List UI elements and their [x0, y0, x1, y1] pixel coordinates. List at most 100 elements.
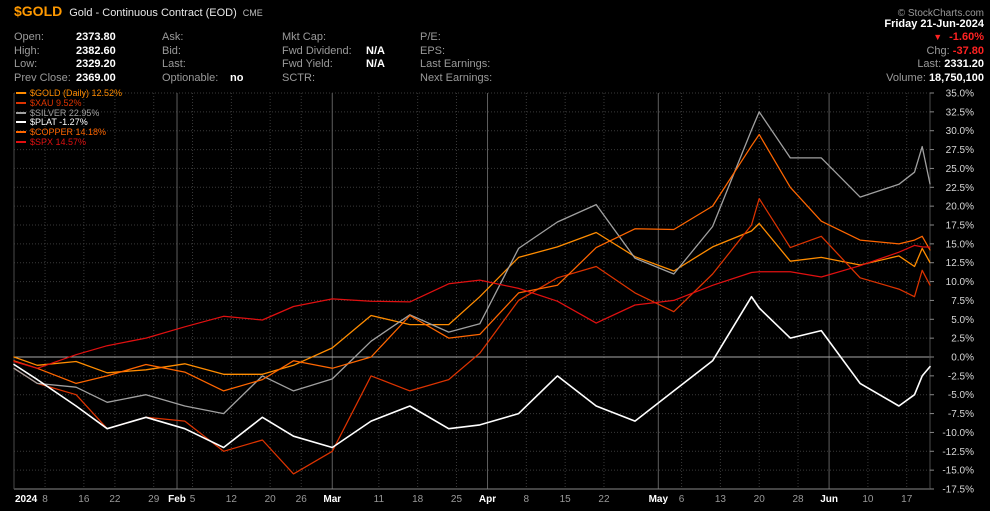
chart-title-bar: $GOLD Gold - Continuous Contract (EOD) C…: [14, 3, 984, 19]
chart-canvas: 35.0% 32.5% 30.0% 27.5% 25.0% 22.5% 20.0% 17.5%…: [13, 89, 974, 505]
series-line-xau: [13, 197, 931, 475]
low-value: 2329.20: [76, 58, 116, 70]
svg-text:28: 28: [792, 494, 804, 505]
y-axis-labels: 35.0% 32.5% 30.0% 27.5% 25.0% 22.5% 20.0% 17.5%…: [930, 89, 974, 496]
eps-label: EPS:: [420, 44, 446, 57]
svg-text:35.0%: 35.0%: [946, 89, 974, 100]
svg-text:-12.5%: -12.5%: [942, 447, 974, 458]
legend-color-swatch: [16, 101, 26, 104]
svg-text:May: May: [649, 494, 669, 505]
last-price-label: Last:: [917, 58, 942, 70]
high-label: High:: [14, 44, 40, 57]
price-chart: 35.0% 32.5% 30.0% 27.5% 25.0% 22.5% 20.0% 17.5%…: [0, 88, 990, 511]
last-label: Last:: [162, 58, 186, 70]
svg-text:Jun: Jun: [820, 494, 838, 505]
legend-item-xau: $XAU 9.52%: [16, 97, 122, 109]
fwd-dividend-label: Fwd Dividend:: [282, 44, 352, 57]
legend-color-swatch: [16, 140, 26, 143]
svg-text:25: 25: [451, 494, 463, 505]
legend-label: $SILVER 22.95%: [30, 107, 100, 118]
svg-text:10.0%: 10.0%: [946, 277, 974, 288]
svg-text:0.0%: 0.0%: [951, 353, 974, 364]
svg-text:Feb: Feb: [168, 494, 186, 505]
svg-text:5: 5: [190, 494, 196, 505]
legend-label: $GOLD (Daily) 12.52%: [30, 88, 123, 98]
chg-value: -37.80: [952, 44, 984, 57]
quote-col-bid-ask: Ask: Bid: Last: Optionable: no: [162, 31, 282, 85]
svg-text:7.5%: 7.5%: [951, 296, 974, 307]
open-label: Open:: [14, 31, 44, 43]
legend-item-spx: $SPX 14.57%: [16, 137, 122, 148]
svg-text:5.0%: 5.0%: [951, 315, 974, 326]
x-axis-labels: 2024 8 16 22 29 Feb 5 12 20 26 Mar 11 18 25 Apr 8 15 22 Ma…: [15, 494, 913, 505]
svg-text:16: 16: [78, 494, 90, 505]
svg-text:-10.0%: -10.0%: [942, 428, 974, 439]
change-percent: -1.60%: [949, 31, 984, 43]
svg-text:-7.5%: -7.5%: [948, 409, 974, 420]
exchange-label: CME: [242, 8, 263, 18]
svg-text:29: 29: [148, 494, 160, 505]
last-price-value: 2331.20: [944, 58, 984, 70]
svg-text:12.5%: 12.5%: [946, 258, 974, 269]
series-line-copper: [13, 133, 931, 392]
svg-text:32.5%: 32.5%: [946, 107, 974, 118]
legend-item-copper: $COPPER 14.18%: [16, 127, 122, 138]
svg-text:6: 6: [679, 494, 685, 505]
svg-text:25.0%: 25.0%: [946, 164, 974, 175]
volume-label: Volume:: [886, 71, 926, 84]
svg-text:2.5%: 2.5%: [951, 334, 974, 345]
svg-text:Apr: Apr: [479, 494, 496, 505]
last-earnings-label: Last Earnings:: [420, 58, 491, 70]
prev-close-label: Prev Close:: [14, 71, 71, 84]
series-line-silver: [13, 111, 931, 415]
svg-text:17.5%: 17.5%: [946, 221, 974, 232]
svg-text:20.0%: 20.0%: [946, 202, 974, 213]
svg-text:12: 12: [226, 494, 238, 505]
quote-date: Friday 21-Jun-2024: [884, 18, 984, 30]
legend-item-plat: $PLAT -1.27%: [16, 117, 122, 128]
bid-label: Bid:: [162, 44, 181, 57]
optionable-label: Optionable:: [162, 71, 219, 84]
svg-text:13: 13: [715, 494, 727, 505]
svg-text:15: 15: [560, 494, 572, 505]
svg-text:-5.0%: -5.0%: [948, 390, 974, 401]
svg-text:15.0%: 15.0%: [946, 239, 974, 250]
svg-text:18: 18: [412, 494, 424, 505]
fwd-yield-value: N/A: [366, 58, 385, 70]
quote-col-earnings: P/E: EPS: Last Earnings: Next Earnings:: [420, 31, 635, 85]
svg-text:2024: 2024: [15, 494, 38, 505]
volume-value: 18,750,100: [928, 71, 984, 84]
svg-text:22: 22: [109, 494, 121, 505]
gridlines: [13, 92, 931, 490]
legend-item-silver: $SILVER 22.95%: [16, 107, 122, 119]
fwd-yield-label: Fwd Yield:: [282, 58, 333, 70]
svg-text:20: 20: [754, 494, 766, 505]
legend-label: $PLAT -1.27%: [30, 117, 88, 128]
svg-text:-17.5%: -17.5%: [942, 485, 974, 496]
page-title: Gold - Continuous Contract (EOD): [69, 7, 237, 19]
svg-text:22: 22: [598, 494, 610, 505]
legend-label: $COPPER 14.18%: [30, 127, 107, 138]
svg-text:22.5%: 22.5%: [946, 183, 974, 194]
svg-text:11: 11: [374, 494, 385, 505]
quote-col-fundamentals: Mkt Cap: Fwd Dividend: N/A Fwd Yield: N/A …: [282, 31, 420, 85]
legend-color-swatch: [16, 121, 26, 124]
svg-text:8: 8: [42, 494, 48, 505]
prev-close-value: 2369.00: [76, 71, 116, 84]
mkt-cap-label: Mkt Cap:: [282, 31, 327, 43]
legend-label: $XAU 9.52%: [30, 97, 82, 108]
svg-text:10: 10: [862, 494, 874, 505]
high-value: 2382.60: [76, 44, 116, 57]
svg-text:-2.5%: -2.5%: [948, 371, 974, 382]
series-lines: [13, 111, 931, 475]
svg-text:Mar: Mar: [323, 494, 341, 505]
ask-label: Ask:: [162, 31, 184, 43]
symbol: $GOLD: [14, 3, 63, 19]
series-line-gold: [13, 222, 931, 375]
svg-text:26: 26: [296, 494, 308, 505]
series-line-spx: [13, 244, 931, 369]
legend-color-swatch: [16, 92, 26, 94]
svg-text:20: 20: [265, 494, 277, 505]
down-arrow-icon: ▼: [933, 32, 943, 42]
